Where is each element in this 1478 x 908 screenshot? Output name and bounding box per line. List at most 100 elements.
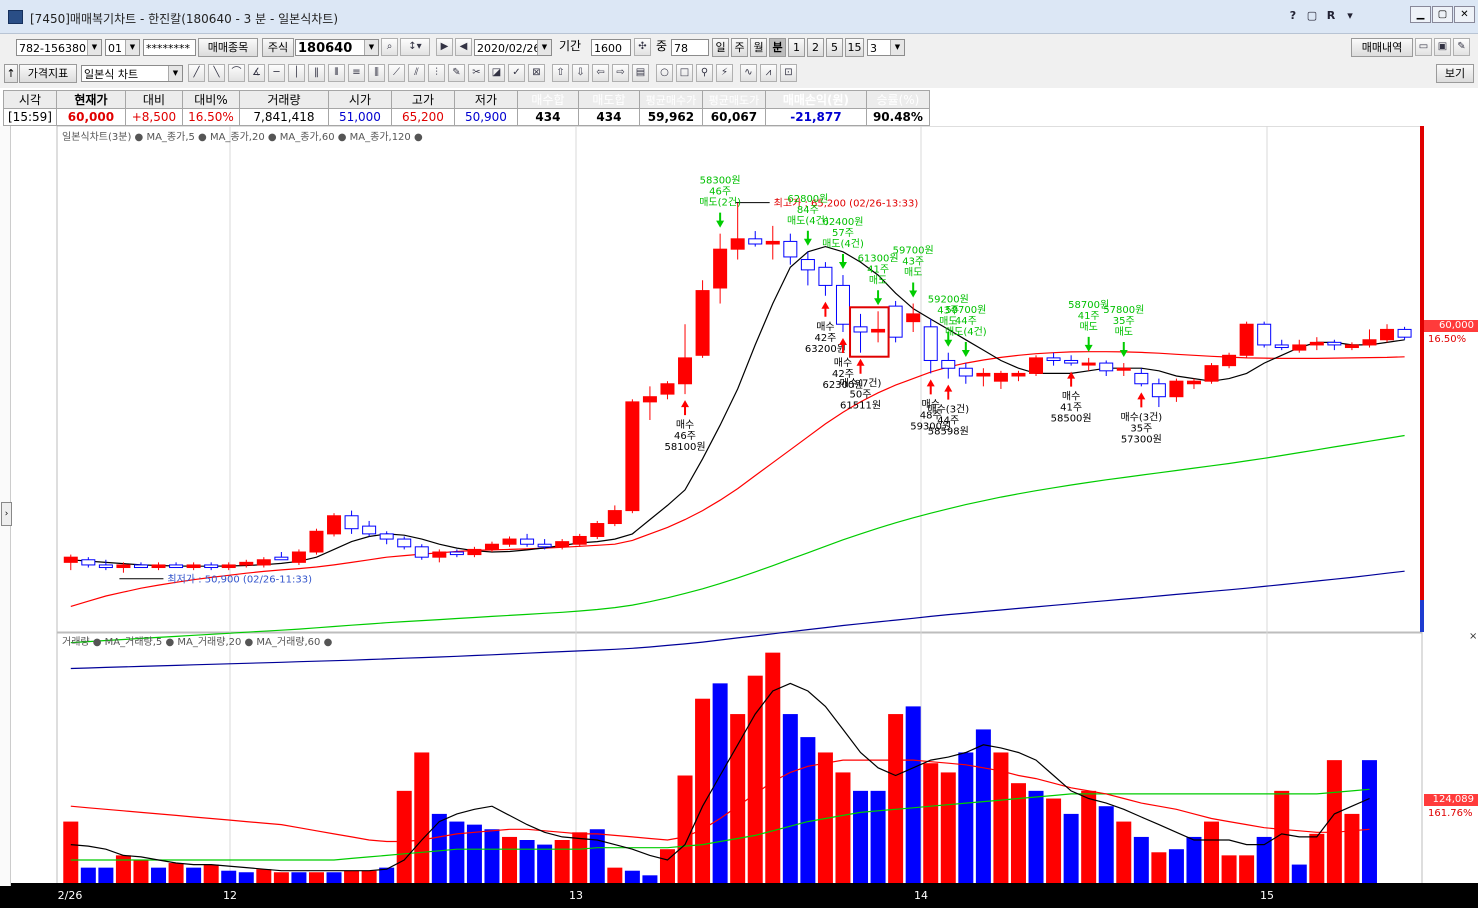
- drawing-tool-27-icon[interactable]: ∿: [740, 64, 757, 82]
- drawing-tool-19-icon[interactable]: ⇩: [572, 64, 589, 82]
- candle-body: [1134, 372, 1149, 385]
- close-button[interactable]: ✕: [1454, 6, 1475, 23]
- chart-type-select[interactable]: 일본식 차트 ▼: [81, 65, 183, 82]
- trade-history-button[interactable]: 매매내역: [1351, 38, 1413, 57]
- buy-arrow-icon: [681, 400, 690, 416]
- account-suffix-select[interactable]: 01 ▼: [105, 39, 140, 56]
- volume-bar: [958, 752, 974, 883]
- sell-marker-label: 58300원: [700, 175, 741, 187]
- drawing-tool-8-icon[interactable]: ≡: [348, 64, 365, 82]
- price-volume-chart[interactable]: 2/26 12 13 14 15 최고가 : 65,200 (02/26-13:33) 최저…: [0, 126, 1478, 908]
- volume-bar: [256, 869, 272, 883]
- expand-panel-button[interactable]: ›: [1, 502, 12, 526]
- volume-bar: [765, 652, 781, 883]
- drawing-tool-2-icon[interactable]: ⌒: [228, 64, 245, 82]
- buy-arrow-icon: [926, 379, 935, 395]
- drawing-tool-28-icon[interactable]: ⩘: [760, 64, 777, 82]
- drawing-tool-0-icon[interactable]: ╱: [188, 64, 205, 82]
- drawing-tool-17-icon[interactable]: ⊠: [528, 64, 545, 82]
- volume-bar: [975, 729, 991, 883]
- period-tab-0[interactable]: 일: [712, 38, 729, 57]
- quote-sell-sum: 434: [577, 108, 640, 126]
- period-tab-1[interactable]: 주: [731, 38, 748, 57]
- quote-header-avg-buy: 평균매수가: [638, 90, 703, 109]
- help-icon[interactable]: ?: [1289, 9, 1297, 22]
- period-tab-4[interactable]: 1: [788, 38, 805, 57]
- volume-bar: [308, 872, 324, 883]
- play-icon[interactable]: ▶: [436, 38, 453, 56]
- drawing-tool-14-icon[interactable]: ✂: [468, 64, 485, 82]
- drawing-tool-29-icon[interactable]: ⊡: [780, 64, 797, 82]
- volume-bar: [695, 698, 711, 883]
- drawing-tool-20-icon[interactable]: ⇦: [592, 64, 609, 82]
- period-tab-2[interactable]: 월: [750, 38, 767, 57]
- volume-bar: [396, 790, 412, 883]
- quote-table: 시각 현재가 대비 대비% 거래량 시가 고가 저가 매수합 매도합 평균매수가…: [3, 90, 930, 126]
- view-button[interactable]: 보기: [1436, 64, 1474, 83]
- drawing-tool-23-icon[interactable]: ○: [656, 64, 673, 82]
- buy-marker-label: 35주: [1130, 423, 1152, 434]
- drawing-tool-22-icon[interactable]: ▤: [632, 64, 649, 82]
- mid-input[interactable]: 78: [671, 39, 709, 56]
- sell-marker-label: 41주: [867, 264, 889, 275]
- refresh-icon[interactable]: R: [1326, 9, 1336, 22]
- sort-icon[interactable]: ↕▾: [400, 38, 430, 56]
- trade-item-button[interactable]: 매매종목: [198, 38, 258, 57]
- period-input[interactable]: 1600: [591, 39, 631, 56]
- candle-body: [888, 305, 903, 338]
- period-tab-5[interactable]: 2: [807, 38, 824, 57]
- minute-select[interactable]: 3 ▼: [867, 39, 905, 56]
- drawing-tool-26-icon[interactable]: ⚡: [716, 64, 733, 82]
- drawing-tool-24-icon[interactable]: □: [676, 64, 693, 82]
- drawing-tool-12-icon[interactable]: ⫶: [428, 64, 445, 82]
- candle-body: [1204, 365, 1219, 382]
- password-field[interactable]: ********: [143, 39, 196, 56]
- drawing-tool-3-icon[interactable]: ∡: [248, 64, 265, 82]
- folder-icon[interactable]: ▭: [1415, 38, 1432, 56]
- drawing-tool-1-icon[interactable]: ╲: [208, 64, 225, 82]
- drawing-tool-11-icon[interactable]: ⫽: [408, 64, 425, 82]
- drawing-tool-7-icon[interactable]: ⦀: [328, 64, 345, 82]
- period-tab-6[interactable]: 5: [826, 38, 843, 57]
- candle-body: [274, 556, 289, 561]
- drawing-tool-9-icon[interactable]: ⫼: [368, 64, 385, 82]
- search-icon[interactable]: ⌕: [381, 38, 398, 56]
- account-select[interactable]: 782-156380 ▼: [16, 39, 102, 56]
- drawing-tool-18-icon[interactable]: ⇧: [552, 64, 569, 82]
- period-tab-7[interactable]: 15: [845, 38, 864, 57]
- sell-arrow-icon: [944, 331, 953, 347]
- quote-header-high: 고가: [390, 90, 455, 109]
- volume-bar: [1239, 855, 1255, 883]
- period-tab-3[interactable]: 분: [769, 38, 786, 57]
- candle-body: [379, 533, 394, 540]
- drawing-tool-21-icon[interactable]: ⇨: [612, 64, 629, 82]
- layout-icon[interactable]: ▢: [1306, 9, 1318, 22]
- cursor-icon[interactable]: ✣: [634, 38, 651, 56]
- wrench-icon[interactable]: ✎: [1453, 38, 1470, 56]
- minimize-button[interactable]: ▁: [1410, 6, 1431, 23]
- drawing-tool-10-icon[interactable]: ⟋: [388, 64, 405, 82]
- volume-bar: [870, 790, 886, 883]
- date-input[interactable]: 2020/02/26 ▼: [474, 39, 552, 56]
- back-icon[interactable]: ◀: [455, 38, 472, 56]
- indicator-button[interactable]: 가격지표: [19, 64, 77, 83]
- quote-pnl: -21,877: [764, 108, 867, 126]
- candle-body: [239, 561, 254, 566]
- drawing-tool-4-icon[interactable]: ─: [268, 64, 285, 82]
- maximize-button[interactable]: ▢: [1432, 6, 1453, 23]
- asset-type-button[interactable]: 주식: [262, 38, 294, 57]
- drawing-tool-25-icon[interactable]: ⚲: [696, 64, 713, 82]
- drawing-tool-15-icon[interactable]: ◪: [488, 64, 505, 82]
- up-arrow-button[interactable]: ↑: [4, 64, 18, 83]
- stock-code-input[interactable]: 180640 ▼: [295, 39, 379, 56]
- menu-icon[interactable]: ▾: [1347, 9, 1353, 22]
- drawing-tool-16-icon[interactable]: ✓: [508, 64, 525, 82]
- drawing-tool-5-icon[interactable]: │: [288, 64, 305, 82]
- drawing-tool-13-icon[interactable]: ✎: [448, 64, 465, 82]
- volume-panel-close-icon[interactable]: ×: [1469, 631, 1478, 642]
- drawing-tool-6-icon[interactable]: ‖: [308, 64, 325, 82]
- candle-body: [607, 510, 622, 525]
- quote-open: 51,000: [327, 108, 392, 126]
- candle-body: [1029, 357, 1044, 374]
- save-icon[interactable]: ▣: [1434, 38, 1451, 56]
